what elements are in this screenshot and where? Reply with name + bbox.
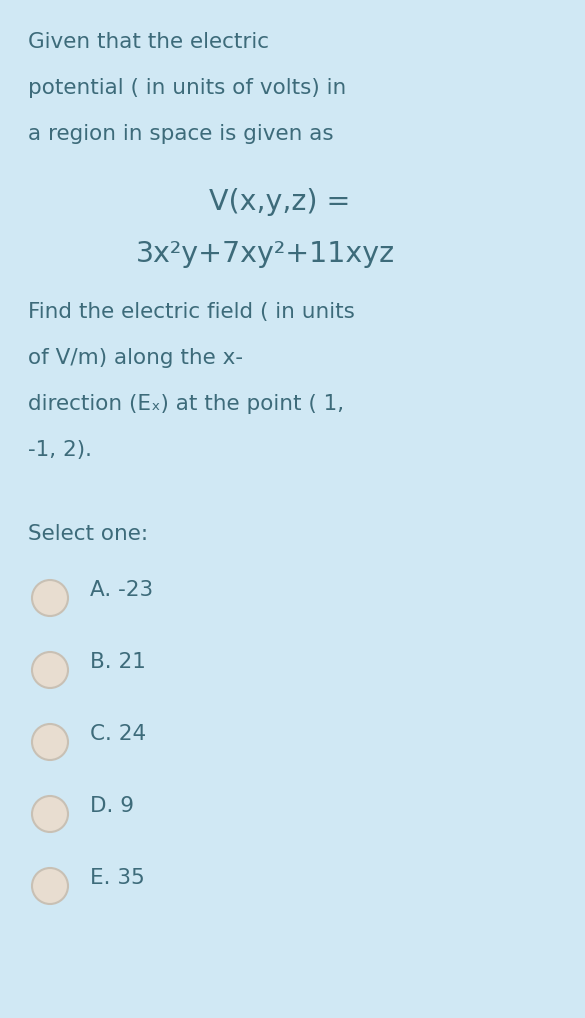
Text: 3x²y+7xy²+11xyz: 3x²y+7xy²+11xyz bbox=[136, 240, 394, 268]
Text: Find the electric field ( in units: Find the electric field ( in units bbox=[28, 302, 355, 322]
Text: a region in space is given as: a region in space is given as bbox=[28, 124, 333, 144]
Ellipse shape bbox=[32, 580, 68, 616]
Ellipse shape bbox=[32, 652, 68, 688]
Text: of V/m) along the x-: of V/m) along the x- bbox=[28, 348, 243, 367]
Text: direction (Eₓ) at the point ( 1,: direction (Eₓ) at the point ( 1, bbox=[28, 394, 344, 414]
Ellipse shape bbox=[32, 724, 68, 760]
Text: potential ( in units of volts) in: potential ( in units of volts) in bbox=[28, 78, 346, 98]
Text: V(x,y,z) =: V(x,y,z) = bbox=[209, 188, 350, 216]
Text: -1, 2).: -1, 2). bbox=[28, 440, 92, 460]
Ellipse shape bbox=[32, 868, 68, 904]
Text: C. 24: C. 24 bbox=[90, 724, 146, 744]
Text: D. 9: D. 9 bbox=[90, 796, 134, 816]
Text: Given that the electric: Given that the electric bbox=[28, 32, 269, 52]
Text: Select one:: Select one: bbox=[28, 524, 148, 544]
Text: B. 21: B. 21 bbox=[90, 652, 146, 672]
Text: E. 35: E. 35 bbox=[90, 868, 144, 888]
Ellipse shape bbox=[32, 796, 68, 832]
Text: A. -23: A. -23 bbox=[90, 580, 153, 600]
